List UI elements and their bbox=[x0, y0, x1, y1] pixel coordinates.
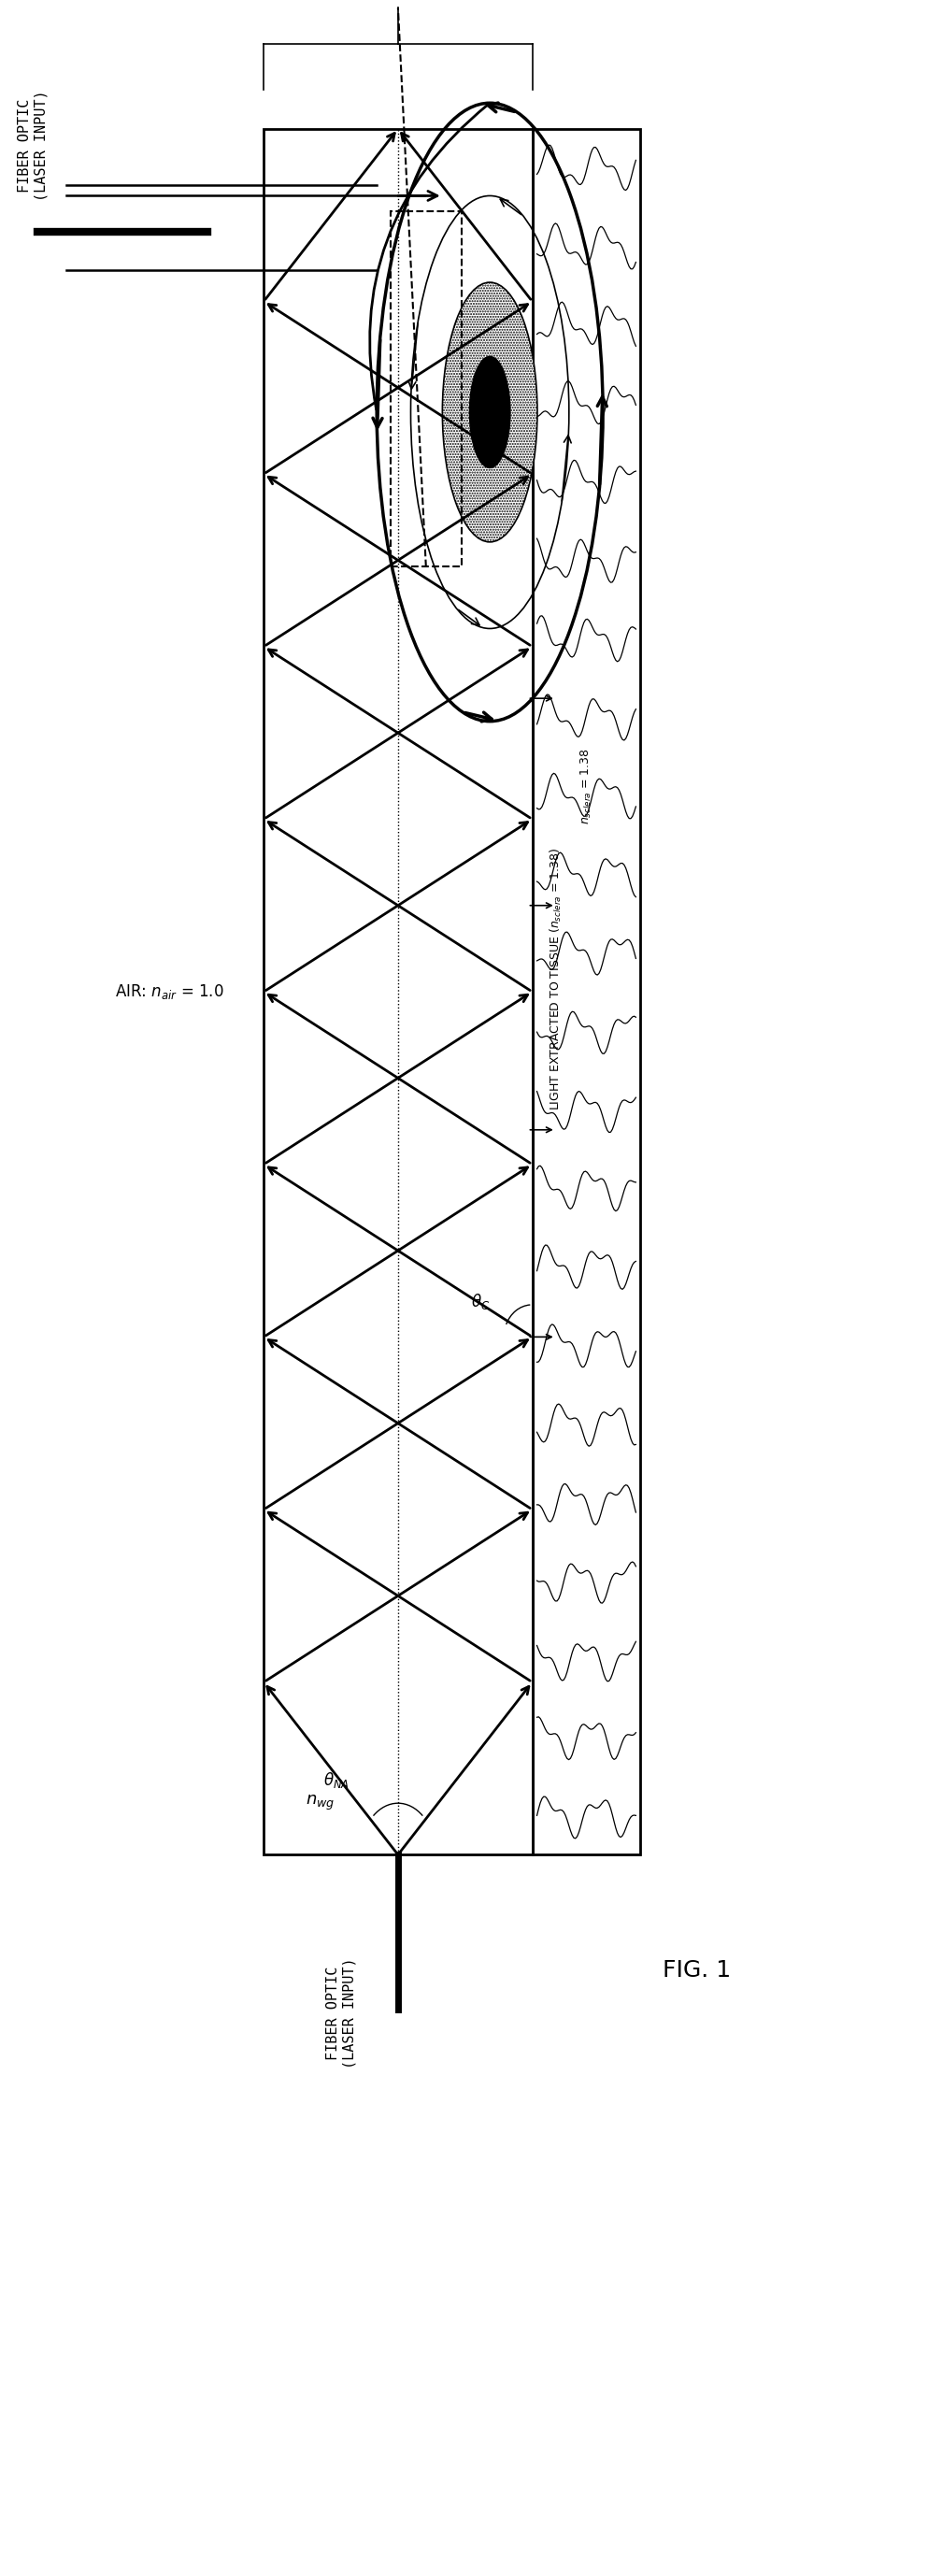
Circle shape bbox=[469, 355, 511, 469]
Circle shape bbox=[443, 283, 537, 541]
Text: FIG. 1: FIG. 1 bbox=[663, 1960, 731, 1981]
Text: $\theta_{NA}$: $\theta_{NA}$ bbox=[324, 1770, 349, 1790]
Text: FIBER OPTIC
(LASER INPUT): FIBER OPTIC (LASER INPUT) bbox=[326, 1958, 357, 2069]
Text: $n_{sclera}$ = 1.38: $n_{sclera}$ = 1.38 bbox=[579, 747, 593, 824]
Text: LIGHT EXTRACTED TO TISSUE ($n_{sclera}$ = 1.38): LIGHT EXTRACTED TO TISSUE ($n_{sclera}$ … bbox=[548, 848, 563, 1110]
Text: $n_{wg}$: $n_{wg}$ bbox=[306, 1793, 334, 1814]
Text: AIR: $n_{air}$ = 1.0: AIR: $n_{air}$ = 1.0 bbox=[115, 981, 224, 1002]
Text: $\theta_C$: $\theta_C$ bbox=[471, 1291, 490, 1311]
Text: FIBER OPTIC
(LASER INPUT): FIBER OPTIC (LASER INPUT) bbox=[18, 90, 48, 201]
